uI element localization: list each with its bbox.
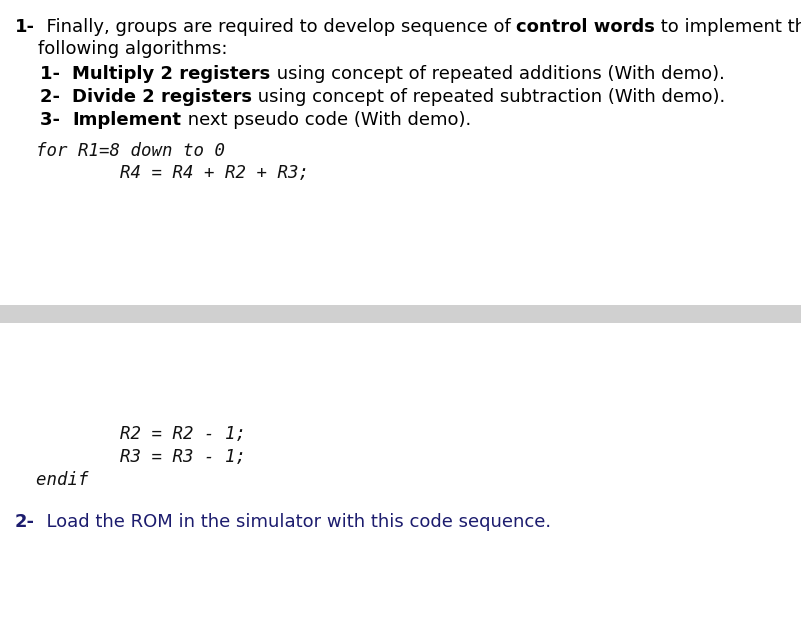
Text: Divide 2 registers: Divide 2 registers [73,88,252,106]
Text: following algorithms:: following algorithms: [15,40,227,58]
Text: 1-: 1- [15,65,73,83]
Text: for R1=8 down to 0: for R1=8 down to 0 [15,142,225,160]
Text: using concept of repeated subtraction (With demo).: using concept of repeated subtraction (W… [252,88,726,106]
Text: Implement: Implement [73,111,182,129]
Text: R4 = R4 + R2 + R3;: R4 = R4 + R2 + R3; [15,164,309,182]
Text: 2-: 2- [15,513,35,531]
Text: endif: endif [15,471,88,489]
Text: R3 = R3 - 1;: R3 = R3 - 1; [15,448,246,466]
Text: next pseudo code (With demo).: next pseudo code (With demo). [182,111,471,129]
Text: 3-: 3- [15,111,73,129]
Bar [0,305,801,323]
Text: using concept of repeated additions (With demo).: using concept of repeated additions (Wit… [271,65,725,83]
Text: 2-: 2- [15,88,73,106]
Text: R2 = R2 - 1;: R2 = R2 - 1; [15,425,246,443]
Text: to implement the: to implement the [655,18,801,36]
Text: Load the ROM in the simulator with this code sequence.: Load the ROM in the simulator with this … [35,513,551,531]
Text: Finally, groups are required to develop sequence of: Finally, groups are required to develop … [35,18,517,36]
Text: control words: control words [517,18,655,36]
Text: Multiply 2 registers: Multiply 2 registers [73,65,271,83]
Text: 1-: 1- [15,18,35,36]
